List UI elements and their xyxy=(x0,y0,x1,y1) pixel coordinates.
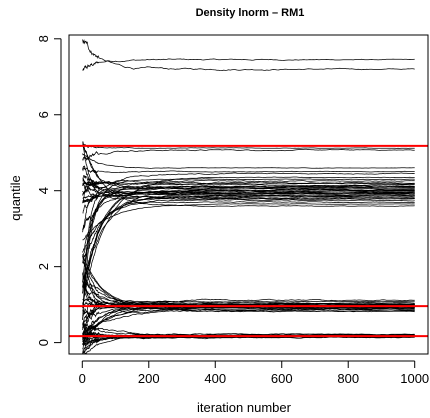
series-line-22 xyxy=(82,179,415,197)
y-tick-label: 2 xyxy=(36,263,51,270)
series-line-62 xyxy=(82,256,415,308)
series-line-64 xyxy=(82,323,415,337)
series-line-25 xyxy=(82,196,415,289)
x-tick-label: 400 xyxy=(204,371,226,386)
series-line-21 xyxy=(82,193,415,264)
x-tick-label: 200 xyxy=(138,371,160,386)
series-line-34 xyxy=(82,188,415,231)
series-line-56 xyxy=(82,309,415,337)
series-line-32 xyxy=(82,188,415,199)
series-line-24 xyxy=(82,165,415,200)
series-line-1 xyxy=(82,39,415,71)
series-line-30 xyxy=(82,187,415,283)
series-line-55 xyxy=(82,254,415,311)
y-axis: 0 2 4 6 8 xyxy=(36,35,62,346)
series-line-4 xyxy=(82,153,415,169)
x-axis: 0 200 400 600 800 1000 xyxy=(79,360,429,386)
series-line-3 xyxy=(82,148,415,162)
x-tick-label: 0 xyxy=(79,371,86,386)
series-line-7 xyxy=(82,176,415,305)
y-tick-label: 4 xyxy=(36,187,51,194)
series-line-57 xyxy=(82,308,415,330)
reference-lines xyxy=(69,144,428,338)
series-line-31 xyxy=(82,181,415,186)
x-axis-label: iteration number xyxy=(197,400,292,415)
series-line-26 xyxy=(82,199,415,258)
series-line-5 xyxy=(82,167,415,174)
series-line-35 xyxy=(82,191,415,233)
series-line-49 xyxy=(82,255,415,308)
x-tick-label: 1000 xyxy=(400,371,429,386)
series-line-0 xyxy=(82,58,415,71)
series-line-70 xyxy=(82,335,415,354)
series-line-33 xyxy=(82,142,415,201)
x-tick-label: 600 xyxy=(271,371,293,386)
series-line-61 xyxy=(82,304,415,345)
plot-frame xyxy=(68,34,429,355)
y-tick-label: 8 xyxy=(36,35,51,42)
series-line-17 xyxy=(82,190,415,309)
series-line-10 xyxy=(82,179,415,202)
chart-title: Density lnorm – RM1 xyxy=(196,7,305,19)
y-axis-label: quantile xyxy=(8,175,23,221)
y-tick-label: 0 xyxy=(36,339,51,346)
series-line-28 xyxy=(82,203,415,241)
series-line-29 xyxy=(82,191,415,320)
series-line-27 xyxy=(82,201,415,307)
series-line-37 xyxy=(82,141,415,207)
series-line-36 xyxy=(82,185,415,321)
x-tick-label: 800 xyxy=(337,371,359,386)
series-line-39 xyxy=(82,273,415,303)
y-tick-label: 6 xyxy=(36,111,51,118)
series-line-6 xyxy=(82,172,415,214)
series-line-9 xyxy=(82,179,415,196)
series-line-58 xyxy=(82,303,415,335)
series-line-2 xyxy=(82,143,415,149)
